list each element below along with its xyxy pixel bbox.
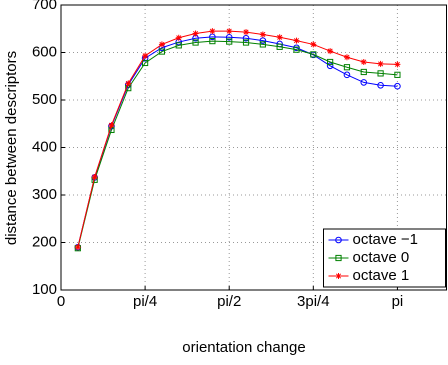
marker	[125, 80, 132, 87]
marker	[343, 64, 351, 71]
marker	[259, 41, 266, 48]
x-axis-label: orientation change	[182, 339, 305, 356]
marker	[158, 41, 165, 48]
y-axis-label: distance between descriptors	[3, 51, 20, 245]
marker	[259, 37, 267, 44]
marker	[326, 62, 334, 70]
legend-label: octave −1	[353, 231, 418, 248]
x-tick-label: 0	[57, 293, 65, 310]
marker	[360, 79, 368, 86]
marker	[276, 34, 283, 41]
marker	[242, 34, 250, 42]
marker	[243, 29, 250, 36]
marker	[225, 34, 233, 41]
marker	[360, 59, 367, 65]
y-tick-label: 600	[32, 43, 57, 60]
marker	[394, 82, 401, 90]
marker	[91, 173, 98, 180]
marker	[327, 58, 334, 66]
y-tick-label: 400	[32, 138, 57, 155]
marker	[377, 70, 384, 77]
marker	[175, 42, 182, 49]
marker	[192, 39, 199, 46]
legend-marker	[335, 236, 342, 244]
marker	[108, 122, 115, 129]
marker	[74, 244, 81, 251]
marker	[142, 59, 149, 67]
marker	[377, 81, 384, 89]
x-tick-label: pi/2	[217, 293, 241, 310]
legend-marker	[335, 273, 342, 279]
legend-label: octave 1	[353, 267, 410, 284]
marker	[209, 38, 216, 45]
marker	[242, 39, 250, 46]
y-tick-label: 200	[32, 233, 57, 250]
y-tick-label: 300	[32, 186, 57, 203]
marker	[293, 37, 300, 44]
marker	[377, 60, 384, 67]
marker	[259, 31, 266, 38]
x-tick-label: pi/4	[133, 293, 157, 310]
marker	[293, 46, 300, 53]
marker	[327, 48, 334, 55]
marker	[310, 51, 317, 58]
marker	[192, 30, 199, 37]
marker	[394, 61, 401, 68]
marker	[226, 38, 233, 45]
marker	[175, 34, 182, 41]
marker	[226, 28, 233, 35]
y-tick-label: 700	[32, 0, 57, 13]
legend-label: octave 0	[353, 249, 410, 266]
marker	[310, 41, 317, 48]
x-tick-label: pi	[392, 293, 404, 310]
x-tick-label: 3pi/4	[297, 293, 330, 310]
marker	[276, 43, 283, 50]
y-tick-label: 100	[32, 281, 57, 298]
marker	[360, 68, 367, 76]
series-line	[77, 40, 398, 249]
marker	[394, 71, 401, 78]
marker	[343, 71, 351, 79]
y-tick-label: 500	[32, 91, 57, 108]
marker	[343, 54, 350, 61]
plot-frame	[60, 4, 447, 291]
series-line	[77, 30, 398, 248]
marker	[158, 48, 166, 55]
marker	[142, 52, 149, 59]
marker	[209, 28, 216, 35]
legend-marker	[335, 254, 342, 262]
